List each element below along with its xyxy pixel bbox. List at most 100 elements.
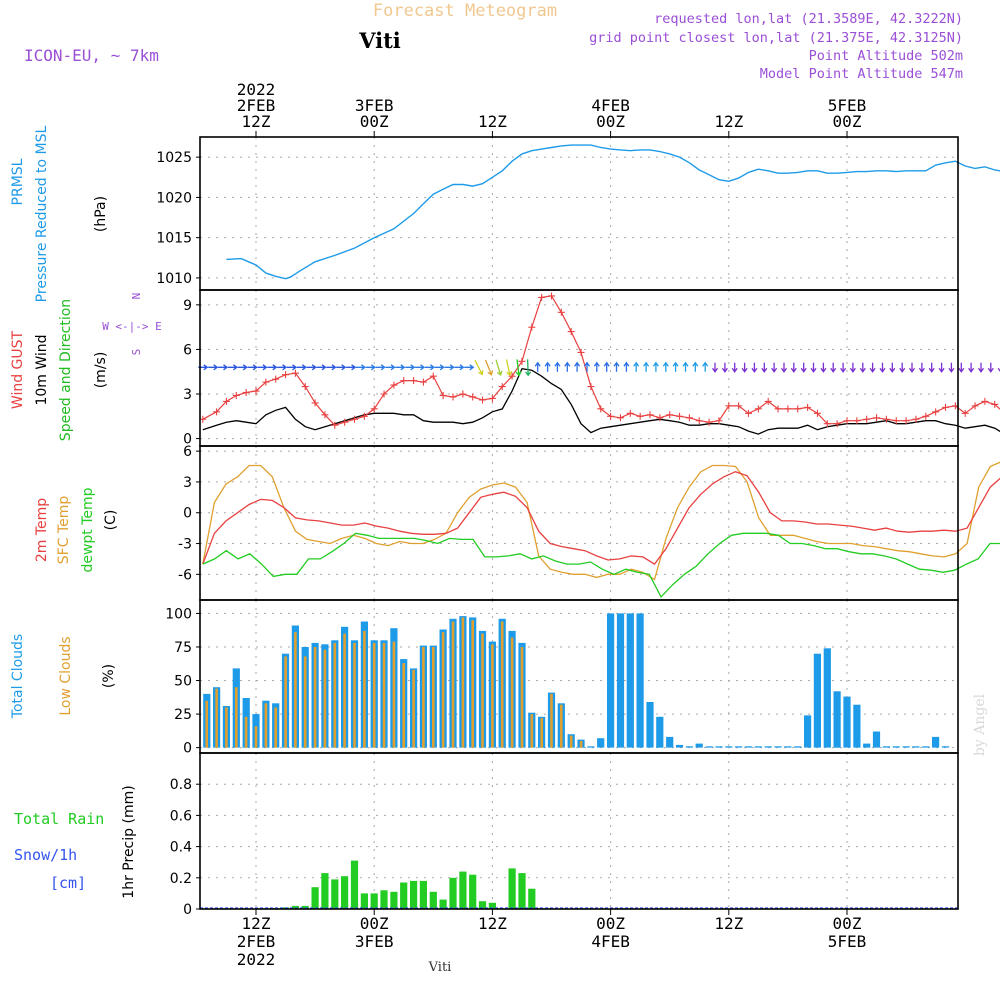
- compass-legend: N W <-|-> E S: [102, 293, 162, 356]
- y-tick-label: 1010: [156, 271, 192, 287]
- prmsl-long-label: Pressure Reduced to MSL: [34, 125, 50, 302]
- pressure-line: [226, 144, 1000, 280]
- wind-direction-arrow: [316, 364, 327, 371]
- wind-arrow-shape: [247, 364, 258, 371]
- low-cloud-bar: [353, 642, 356, 748]
- rain-bar: [410, 880, 418, 909]
- rain-bar: [478, 901, 487, 909]
- wind-arrow-shape: [484, 359, 494, 376]
- snow-label: Snow/1h: [14, 846, 77, 864]
- rain-bar: [508, 868, 516, 909]
- wind-arrow-shape: [257, 364, 268, 371]
- wind-arrow-shape: [721, 362, 728, 373]
- wind-gust-point: [853, 417, 861, 425]
- wind-gust-point: [272, 375, 280, 383]
- y-tick-label: 0: [183, 741, 192, 757]
- wind-gust-point: [557, 308, 565, 316]
- y-tick-label: 1025: [156, 150, 192, 166]
- wind-arrow-shape: [682, 361, 689, 372]
- total-cloud-bar: [794, 746, 802, 748]
- low-cloud-bar: [284, 656, 287, 748]
- wind-arrow-shape: [534, 361, 541, 372]
- low-cloud-bar: [530, 714, 534, 748]
- wind-direction-arrow: [554, 361, 561, 372]
- wind-direction-arrow: [534, 361, 541, 372]
- wind-arrow-shape: [899, 362, 906, 373]
- wind-gust-point: [705, 418, 713, 426]
- bottom-time-label: 00Z: [833, 914, 862, 933]
- wind-arrow-shape: [987, 362, 994, 373]
- wind-direction-arrow: [257, 364, 268, 371]
- temp-panel-labels: 2m Temp SFC Temp dewpt Temp (C): [34, 487, 119, 572]
- wind-arrow-shape: [454, 364, 465, 371]
- wind-gust-point: [360, 412, 368, 420]
- wind-gust-point: [754, 405, 762, 413]
- low-cloud-bar: [471, 620, 474, 748]
- wind-label: 10m Wind: [34, 334, 50, 405]
- wind-gust-point: [784, 405, 792, 413]
- wind-direction-arrow: [731, 362, 738, 373]
- wind-direction-arrow: [820, 362, 827, 373]
- wind-arrow-shape: [840, 362, 847, 373]
- wind-direction-arrow: [287, 364, 298, 371]
- wind-direction-arrow: [859, 362, 866, 373]
- wind-direction-arrow: [454, 364, 465, 371]
- wind-arrow-shape: [237, 364, 248, 371]
- wind-arrow-shape: [731, 362, 738, 373]
- wind-direction-arrow: [741, 362, 748, 373]
- wind-gust-point: [922, 412, 930, 420]
- wind-arrow-shape: [515, 359, 522, 377]
- wind-gust-point: [764, 397, 772, 405]
- y-tick-label: 25: [174, 707, 192, 723]
- rain-bar: [439, 899, 447, 909]
- wind-arrow-shape: [464, 364, 475, 371]
- rain-bar: [488, 902, 496, 909]
- wind-direction-arrow: [355, 364, 367, 371]
- rain-bar: [341, 876, 349, 909]
- wind-arrow-shape: [346, 364, 357, 371]
- wind-arrow-shape: [287, 364, 298, 371]
- low-cloud-bar: [363, 630, 366, 748]
- wind-gust-point: [902, 417, 910, 425]
- wind-arrow-shape: [434, 364, 445, 371]
- low-cloud-bar: [382, 642, 386, 748]
- wind-gust-point: [548, 292, 555, 300]
- rain-bar: [400, 882, 408, 909]
- rain-bar: [469, 874, 477, 909]
- prmsl-label: PRMSL: [10, 158, 26, 205]
- wind-arrow-shape: [958, 362, 965, 373]
- low-cloud-bar: [481, 633, 484, 748]
- wind-gust-point: [813, 409, 821, 417]
- wind-direction-arrow: [840, 362, 847, 373]
- rain-bar: [311, 887, 319, 909]
- total-cloud-bar: [656, 716, 664, 748]
- wind-gust-line: [202, 295, 1000, 426]
- wind-arrow-shape: [771, 362, 778, 373]
- low-cloud-bar: [313, 647, 317, 748]
- bottom-time-label: 2FEB: [237, 932, 276, 951]
- wind-direction-arrow: [771, 362, 778, 373]
- panel-frame-temp: [199, 445, 959, 601]
- model-name: ICON-EU, ~ 7km: [24, 46, 159, 65]
- wind-gust-point: [685, 414, 693, 422]
- low-cloud-bar: [323, 649, 327, 748]
- rain-bar: [449, 877, 457, 909]
- speed-dir-label: Speed and Direction: [58, 299, 74, 441]
- wind-arrow-shape: [859, 362, 866, 373]
- low-cloud-bar: [225, 707, 228, 748]
- wind-arrow-shape: [790, 362, 797, 373]
- wind-direction-arrow: [938, 362, 945, 373]
- y-tick-label: 0: [183, 506, 192, 522]
- wind-arrow-shape: [652, 361, 659, 372]
- wind-arrow-shape: [889, 362, 896, 373]
- wind-arrow-shape: [218, 364, 229, 371]
- total-cloud-bar: [902, 746, 910, 748]
- wind-direction-arrow: [662, 361, 669, 372]
- wind-gust-point: [262, 378, 270, 386]
- low-cloud-bar: [294, 632, 297, 748]
- rain-bar: [390, 891, 398, 909]
- wind-gust-point: [321, 411, 329, 419]
- wind-arrow-shape: [267, 364, 278, 371]
- wind-direction-arrow: [652, 361, 659, 372]
